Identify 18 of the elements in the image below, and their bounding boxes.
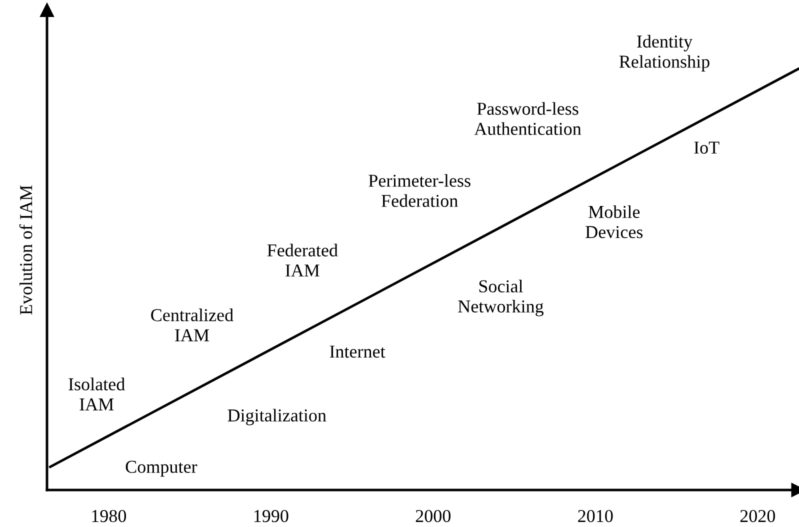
annotation: Mobile Devices bbox=[586, 205, 643, 238]
x-tick-label: 2020 bbox=[740, 510, 776, 522]
y-axis-title: Evolution of IAM bbox=[19, 185, 32, 315]
annotation: Perimeter-less Federation bbox=[368, 174, 470, 207]
x-tick-label: 1990 bbox=[254, 510, 288, 522]
annotation: Computer bbox=[126, 460, 198, 477]
x-tick-label: 2000 bbox=[416, 510, 451, 522]
x-tick-label: 1980 bbox=[92, 510, 126, 522]
annotation: Isolated IAM bbox=[68, 378, 125, 410]
annotation: Password-less Authentication bbox=[474, 102, 582, 135]
annotation: Centralized IAM bbox=[151, 308, 234, 342]
annotation: Digitalization bbox=[228, 408, 326, 426]
x-tick-label: 2010 bbox=[578, 510, 613, 522]
annotation: Social Networking bbox=[458, 280, 544, 316]
annotation: Identity Relationship bbox=[619, 34, 710, 72]
annotation: IoT bbox=[694, 142, 720, 154]
annotation: Internet bbox=[330, 346, 386, 358]
annotation: Federated IAM bbox=[267, 244, 338, 276]
